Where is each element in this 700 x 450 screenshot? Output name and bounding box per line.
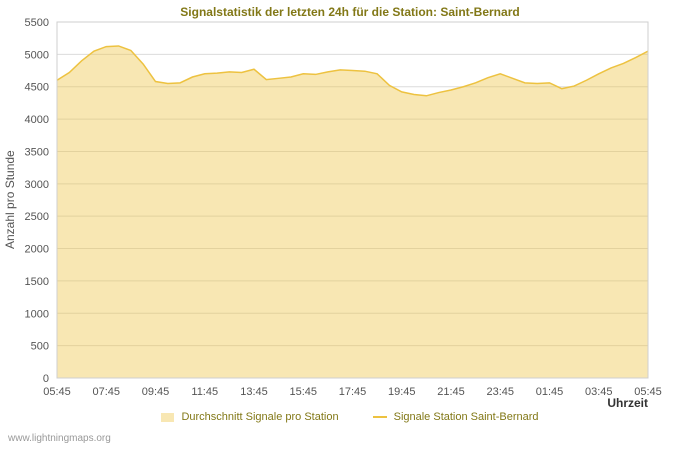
x-tick-label: 11:45 xyxy=(191,386,218,398)
x-tick-label: 15:45 xyxy=(289,386,317,398)
y-tick-label: 0 xyxy=(43,373,49,385)
x-tick-label: 17:45 xyxy=(339,386,367,398)
legend-area-swatch xyxy=(161,412,175,422)
y-tick-label: 2500 xyxy=(25,211,49,223)
y-tick-label: 3000 xyxy=(25,179,49,191)
y-tick-label: 1000 xyxy=(25,308,49,320)
y-tick-label: 4000 xyxy=(25,114,49,126)
x-tick-label: 05:45 xyxy=(634,386,662,398)
x-tick-label: 13:45 xyxy=(240,386,268,398)
plot-border xyxy=(56,21,649,379)
x-tick-label: 03:45 xyxy=(585,386,613,398)
y-tick-label: 4500 xyxy=(25,82,49,94)
watermark: www.lightningmaps.org xyxy=(8,433,111,444)
chart-title: Signalstatistik der letzten 24h für die … xyxy=(180,5,520,19)
y-tick-label: 500 xyxy=(31,341,49,353)
y-tick-label: 2000 xyxy=(25,244,49,256)
x-tick-label: 07:45 xyxy=(92,386,120,398)
x-tick-label: 21:45 xyxy=(437,386,465,398)
area-series xyxy=(57,45,648,378)
y-tick-label: 1500 xyxy=(25,276,49,288)
x-tick-label: 23:45 xyxy=(486,386,514,398)
y-tick-label: 5000 xyxy=(25,49,49,61)
legend-line-swatch xyxy=(372,416,387,418)
x-tick-label: 05:45 xyxy=(43,386,71,398)
legend-line-label: Signale Station Saint-Bernard xyxy=(393,411,539,423)
x-tick-label: 19:45 xyxy=(388,386,416,398)
legend-item-station: Signale Station Saint-Bernard xyxy=(372,411,539,423)
line-series xyxy=(56,45,649,97)
y-tick-label: 3500 xyxy=(25,146,49,158)
y-tick-label: 5500 xyxy=(25,17,49,29)
x-tick-label: 09:45 xyxy=(142,386,170,398)
x-axis-label: Uhrzeit xyxy=(607,396,648,410)
chart-legend: Durchschnitt Signale pro Station Signale… xyxy=(0,411,700,423)
legend-area-label: Durchschnitt Signale pro Station xyxy=(181,411,339,423)
legend-item-average: Durchschnitt Signale pro Station xyxy=(161,411,339,423)
x-tick-label: 01:45 xyxy=(536,386,564,398)
